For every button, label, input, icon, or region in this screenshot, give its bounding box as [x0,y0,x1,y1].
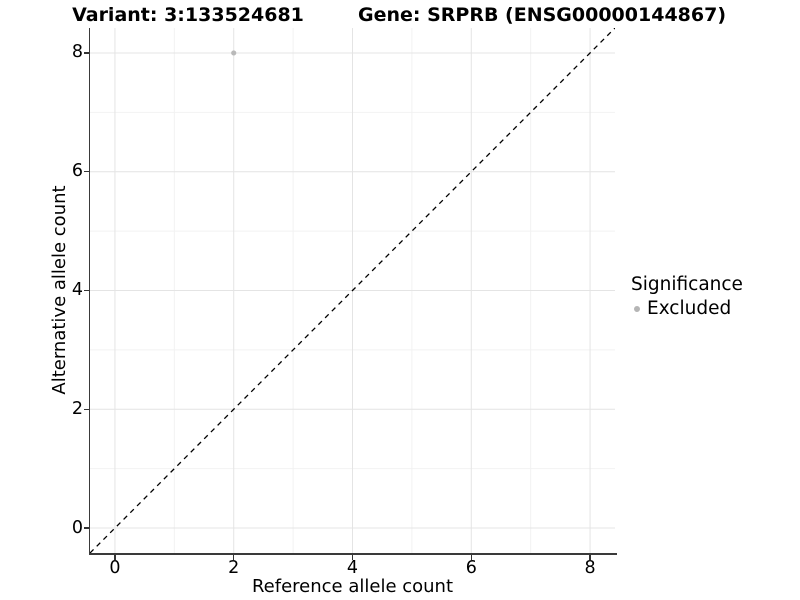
x-tick-mark [470,554,473,560]
variant-title: Variant: 3:133524681 [72,4,304,26]
x-tick-mark [232,554,235,560]
y-tick-label: 2 [71,398,83,419]
x-tick-label: 4 [346,558,359,578]
x-tick-mark [114,554,116,560]
x-axis-line [88,553,617,555]
y-tick-mark [83,408,89,411]
x-tick-label: 0 [109,558,121,578]
gene-title: Gene: SRPRB (ENSG00000144867) [357,4,727,26]
scatter-plot-canvas [90,28,615,553]
y-axis-title: Alternative allele count [49,185,70,395]
y-tick-mark [83,289,89,292]
x-tick-mark [589,554,591,560]
y-axis-line [88,28,90,555]
data-point [231,50,237,56]
y-tick-label: 0 [71,517,83,538]
y-tick-mark [83,527,89,529]
x-tick-label: 8 [584,558,596,578]
identity-line [90,28,615,553]
plot-panel [90,28,615,553]
y-tick-label: 8 [71,42,83,63]
legend-title: Significance [631,274,743,295]
x-axis-title: Reference allele count [251,576,454,597]
y-tick-label: 6 [71,161,83,182]
x-tick-label: 2 [228,558,240,578]
legend-entry-label: Excluded [647,298,732,319]
excluded-point-icon [634,305,640,312]
x-tick-label: 6 [465,558,477,578]
legend: Significance Excluded [631,274,743,319]
legend-entry-excluded: Excluded [631,298,743,319]
y-tick-mark [83,170,89,173]
y-tick-mark [83,52,89,54]
y-tick-label: 4 [71,280,83,300]
x-tick-mark [351,554,354,560]
